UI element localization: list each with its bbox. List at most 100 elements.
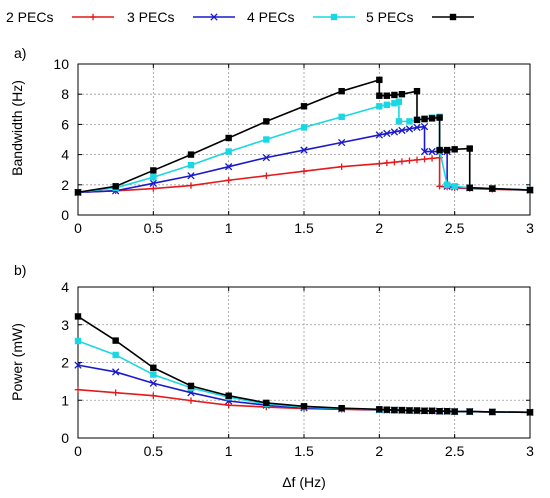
data-point [74, 189, 82, 196]
data-point [406, 157, 413, 164]
data-point [150, 174, 157, 181]
data-point [451, 408, 458, 415]
data-point [263, 118, 270, 125]
panel-a: a) Bandwidth (Hz) 0 0.5 1 1.5 2 2.5 3 0 2 4 6 8 10 [9, 45, 534, 236]
data-point [376, 92, 383, 99]
data-point [489, 185, 496, 192]
data-point [391, 100, 398, 107]
data-point [150, 364, 157, 371]
series-line [77, 315, 531, 414]
data-point [150, 167, 157, 174]
data-point [406, 407, 413, 414]
data-point [395, 118, 403, 125]
y-tick-label: 1 [61, 392, 69, 408]
data-point [413, 156, 421, 164]
data-point [398, 126, 406, 135]
data-point [383, 159, 391, 167]
data-point [149, 179, 157, 187]
data-point [443, 146, 451, 154]
plot-frame [77, 63, 531, 216]
y-tick-label: 2 [61, 177, 69, 193]
data-point [413, 407, 421, 414]
data-point [74, 386, 82, 393]
data-point [466, 184, 473, 192]
y-tick-label: 8 [61, 86, 69, 102]
legend: 2 PECs 3 PECs 4 PECs 5 PECs [6, 9, 474, 25]
data-point [338, 87, 345, 95]
data-point [398, 158, 406, 165]
y-tick-label: 2 [61, 355, 69, 371]
x-tick-label: 3 [526, 443, 534, 459]
panel-b: b) Power (mW) Δf (Hz) 0 0.5 1 1.5 2 2.5 3 0 1 2 3 4 [9, 262, 534, 490]
data-point [338, 138, 346, 147]
data-point [150, 392, 157, 399]
series-5-pecs [74, 76, 534, 196]
legend-marker [449, 13, 457, 21]
data-point [391, 158, 398, 166]
series-line [77, 100, 531, 194]
series-5-pecs [74, 313, 534, 416]
data-point [262, 153, 270, 162]
data-point [390, 128, 399, 136]
data-point [413, 87, 421, 95]
data-point [436, 183, 443, 190]
x-tick-label: 3 [526, 220, 534, 236]
legend-label: 3 PECs [127, 9, 174, 25]
data-point [420, 123, 429, 131]
panel-label-a: a) [14, 45, 26, 61]
data-point [383, 92, 391, 99]
data-point [225, 134, 232, 142]
x-axis-label-b: Δf (Hz) [282, 474, 326, 490]
data-point [376, 76, 383, 84]
y-tick-label: 4 [61, 147, 69, 163]
data-point [338, 113, 345, 121]
panel-label-b: b) [14, 262, 26, 278]
data-point [428, 147, 436, 156]
legend-label: 5 PECs [366, 9, 413, 25]
data-point [398, 406, 406, 414]
data-point [300, 124, 308, 131]
data-point [376, 103, 383, 110]
data-point [421, 115, 428, 123]
data-point [413, 116, 421, 124]
data-point [300, 146, 308, 154]
data-point [383, 101, 391, 108]
data-point [112, 368, 120, 376]
y-axis-label-b: Power (mW) [9, 323, 25, 401]
data-point [428, 155, 436, 162]
data-point [187, 397, 195, 404]
x-tick-label: 2 [375, 220, 383, 236]
data-point [338, 163, 345, 170]
data-point [112, 351, 119, 359]
data-point [391, 91, 398, 99]
y-axis-label-a: Bandwidth (Hz) [9, 80, 25, 176]
legend-marker [330, 13, 338, 21]
data-point [300, 403, 308, 410]
data-point [383, 406, 391, 413]
x-tick-label: 0 [74, 443, 82, 459]
x-tick-label: 2.5 [445, 443, 465, 459]
data-point [526, 186, 534, 194]
data-point [338, 404, 345, 412]
y-tick-label: 6 [61, 116, 69, 132]
data-point [428, 115, 436, 122]
data-point [383, 129, 391, 138]
data-point [391, 406, 398, 414]
x-tick-label: 1 [225, 220, 233, 236]
y-tick-label: 3 [61, 317, 69, 333]
data-point [420, 147, 429, 156]
x-tick-label: 1.5 [294, 220, 314, 236]
x-tick-label: 1.5 [294, 443, 314, 459]
data-point [436, 407, 443, 415]
data-point [466, 408, 473, 415]
x-tick-label: 2 [375, 443, 383, 459]
data-point [376, 406, 383, 413]
data-point [451, 146, 458, 153]
data-point [398, 91, 406, 98]
plot-frame [77, 286, 531, 439]
data-point [436, 146, 443, 154]
x-tick-label: 1 [225, 443, 233, 459]
data-point [187, 161, 195, 169]
data-point [112, 337, 119, 344]
